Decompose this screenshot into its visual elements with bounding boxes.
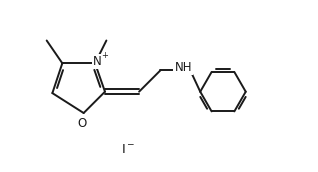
Text: −: − <box>126 139 134 148</box>
Text: NH: NH <box>174 61 192 74</box>
Text: O: O <box>78 117 87 130</box>
Text: N: N <box>93 55 102 68</box>
Text: I: I <box>121 143 125 157</box>
Text: +: + <box>101 51 108 60</box>
